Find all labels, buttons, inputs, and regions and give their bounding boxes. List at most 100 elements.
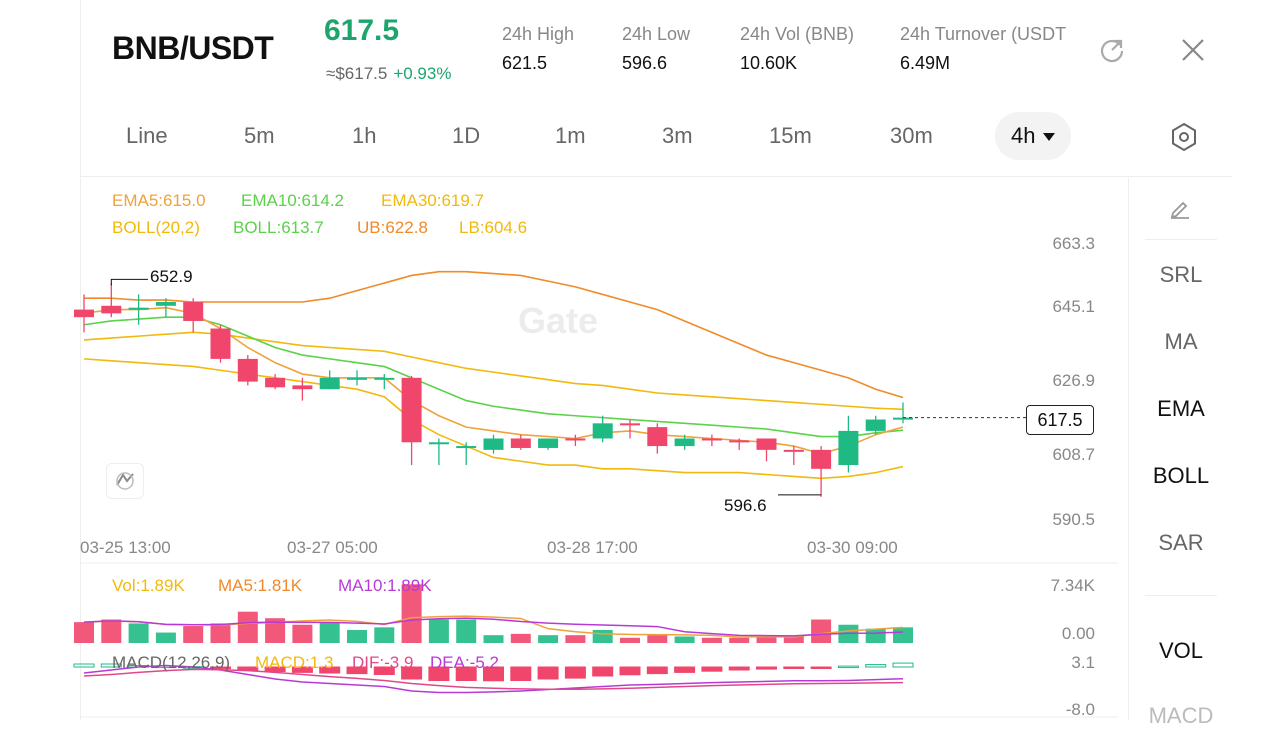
macd-histogram-bar xyxy=(319,666,341,674)
candle-body xyxy=(292,385,313,390)
candle-body xyxy=(74,309,94,318)
macd-histogram-bar xyxy=(837,665,859,669)
volume-bar xyxy=(401,584,422,643)
tab-5m[interactable]: 5m xyxy=(244,123,275,148)
tab-30m[interactable]: 30m xyxy=(890,123,933,148)
boll-lower-line xyxy=(83,358,904,480)
candle-body xyxy=(783,449,804,452)
candle-body xyxy=(865,419,886,431)
ema10-line xyxy=(83,316,904,438)
volume-bar xyxy=(674,636,695,643)
volume-bar xyxy=(210,623,231,643)
volume-bar xyxy=(811,619,832,643)
candle-body xyxy=(483,438,504,450)
sidebar-item-vol[interactable]: VOL xyxy=(1158,638,1204,663)
candle-body xyxy=(374,377,395,380)
vol-tick: 0.00 xyxy=(1061,624,1095,643)
volume-bar xyxy=(292,624,313,643)
candle-body xyxy=(183,302,204,321)
macd-dea-line xyxy=(83,668,904,690)
candle-body xyxy=(838,430,859,466)
volume-bar xyxy=(183,626,204,643)
candle-body xyxy=(265,377,286,388)
tab-1d[interactable]: 1D xyxy=(452,123,481,148)
tab-1m[interactable]: 1m xyxy=(555,123,586,148)
price-tick: 608.7 xyxy=(1052,445,1095,464)
chart-mode-icon[interactable] xyxy=(106,463,144,499)
macd-histogram-bar xyxy=(892,662,914,668)
volume-bar xyxy=(155,632,176,643)
tab-15m[interactable]: 15m xyxy=(769,123,812,148)
macd-histogram-bar xyxy=(810,666,832,669)
legend-ema5: EMA5:615.0 xyxy=(112,191,206,210)
candle-body xyxy=(674,438,695,447)
volume-bar xyxy=(893,627,913,643)
divider xyxy=(80,176,1232,177)
macd-histogram-bar xyxy=(646,666,668,675)
legend-ema10: EMA10:614.2 xyxy=(241,191,345,210)
legend-dif: DIF:-3.9 xyxy=(352,653,414,672)
volume-bar xyxy=(620,637,640,643)
candle-body xyxy=(893,417,913,420)
ticker-header: BNB/USDT 617.5 ≈$617.5 +0.93% 24h High 621… xyxy=(80,0,1280,100)
pencil-icon[interactable] xyxy=(1167,196,1193,227)
sidebar-item-ema[interactable]: EMA xyxy=(1157,396,1205,421)
approx-price: ≈$617.5 xyxy=(326,64,388,83)
stat-volume: 24h Vol (BNB) 10.60K xyxy=(740,24,855,73)
legend-boll: BOLL:613.7 xyxy=(233,218,324,237)
candle-body xyxy=(538,438,559,448)
volume-bar xyxy=(128,623,149,643)
price-tick: 626.9 xyxy=(1052,371,1095,390)
volume-bar xyxy=(865,628,886,643)
gate-watermark: Gate xyxy=(518,300,599,341)
left-gutter xyxy=(0,0,81,720)
volume-bar xyxy=(538,635,559,643)
volume-bar xyxy=(319,622,340,643)
macd-histogram-bar xyxy=(210,666,231,669)
time-tick: 03-25 13:00 xyxy=(80,538,171,557)
sidebar-item-boll[interactable]: BOLL xyxy=(1152,463,1210,488)
indicator-sidebar: SRL MA EMA BOLL SAR VOL MACD xyxy=(1128,178,1233,728)
current-price-tag: 617.5 xyxy=(1026,405,1094,435)
volume-bar xyxy=(783,636,804,643)
candle-body xyxy=(565,438,586,441)
sidebar-item-srl[interactable]: SRL xyxy=(1159,262,1203,287)
macd-histogram-bar xyxy=(564,666,586,679)
tab-1h[interactable]: 1h xyxy=(352,123,377,148)
tab-3m[interactable]: 3m xyxy=(662,123,693,148)
high-marker-line xyxy=(110,278,148,286)
sidebar-item-ma[interactable]: MA xyxy=(1164,329,1198,354)
volume-bar xyxy=(756,636,777,643)
price-tick: 590.5 xyxy=(1052,510,1095,529)
close-icon[interactable] xyxy=(1180,37,1206,68)
share-refresh-icon[interactable] xyxy=(1098,36,1126,69)
tab-4h-dropdown[interactable]: 4h xyxy=(995,112,1072,160)
change-percent: +0.93% xyxy=(393,64,452,83)
macd-histogram-bar xyxy=(510,666,532,681)
candle-body xyxy=(347,377,367,380)
macd-histogram-bar xyxy=(783,666,805,669)
tab-line[interactable]: Line xyxy=(126,123,168,148)
legend-vol-ma5: MA5:1.81K xyxy=(218,576,303,595)
legend-ema30: EMA30:619.7 xyxy=(381,191,485,210)
volume-bar xyxy=(374,627,395,643)
macd-histogram-bar xyxy=(455,666,477,681)
pair-title[interactable]: BNB/USDT xyxy=(112,30,274,66)
legend-macd: MACD:1.3 xyxy=(255,653,334,672)
volume-bar xyxy=(101,619,122,643)
candle-body xyxy=(647,427,668,447)
macd-histogram-bar xyxy=(756,666,777,670)
boll-upper-line xyxy=(84,270,904,399)
time-tick: 03-27 05:00 xyxy=(287,538,378,557)
stat-high: 24h High 621.5 xyxy=(502,24,575,73)
sidebar-item-sar[interactable]: SAR xyxy=(1158,530,1204,555)
volume-bar xyxy=(647,635,668,643)
high-marker-label: 652.9 xyxy=(150,267,193,286)
candle-body xyxy=(701,438,722,441)
hexagon-settings-icon[interactable] xyxy=(1170,122,1198,157)
macd-histogram-bar xyxy=(428,666,450,681)
macd-histogram-bar xyxy=(291,666,313,673)
time-tick: 03-30 09:00 xyxy=(807,538,898,557)
volume-bar xyxy=(456,619,477,643)
